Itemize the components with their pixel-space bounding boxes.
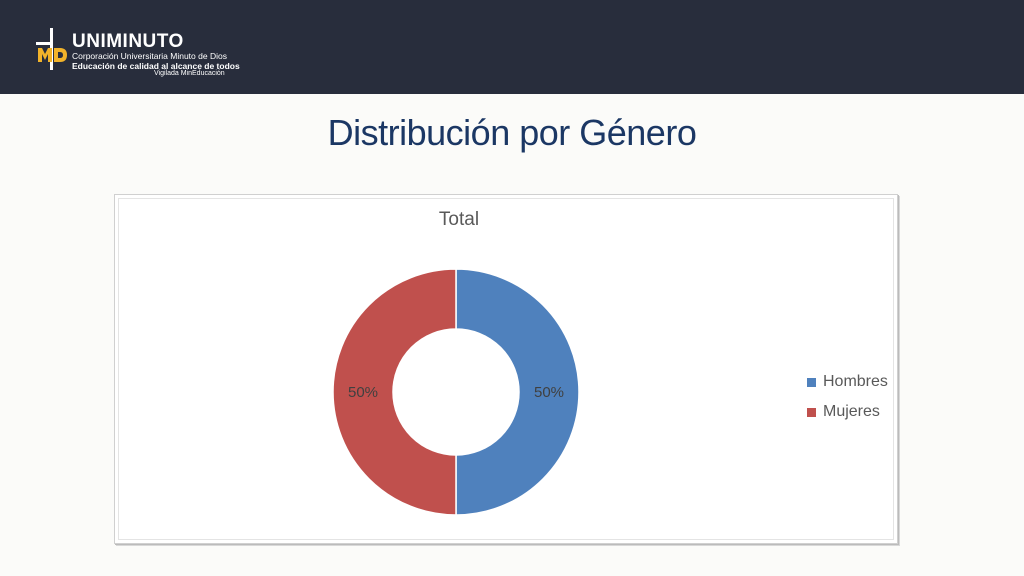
- header-bar: UNIMINUTO Corporación Universitaria Minu…: [0, 0, 1024, 94]
- logo-subtitle: Corporación Universitaria Minuto de Dios: [72, 51, 227, 61]
- data-label-hombres: 50%: [534, 384, 564, 401]
- chart-area: Total 50% 50% Hombres Mujeres: [118, 198, 894, 540]
- uniminuto-logo: UNIMINUTO Corporación Universitaria Minu…: [36, 24, 240, 80]
- legend-swatch: [807, 377, 816, 387]
- legend-item-mujeres: Mujeres: [807, 397, 888, 427]
- data-label-mujeres: 50%: [348, 384, 378, 401]
- donut-chart: 50% 50%: [332, 268, 580, 516]
- chart-legend: Hombres Mujeres: [807, 367, 888, 427]
- legend-label: Hombres: [823, 373, 888, 390]
- chart-title: Total: [438, 209, 480, 230]
- md-logo-icon: [36, 28, 67, 70]
- chart-frame: Total 50% 50% Hombres Mujeres: [114, 194, 898, 544]
- donut-slice-hombres: [455, 268, 580, 516]
- donut-slice-mujeres: [332, 268, 457, 516]
- logo-vigilada: Vigilada MinEducación: [154, 70, 225, 77]
- logo-slogan: Educación de calidad al alcance de todos: [72, 61, 240, 71]
- slide-title: Distribución por Género: [327, 112, 697, 153]
- legend-swatch: [807, 407, 816, 417]
- legend-item-hombres: Hombres: [807, 367, 888, 397]
- legend-label: Mujeres: [823, 403, 880, 420]
- logo-name: UNIMINUTO: [72, 31, 184, 52]
